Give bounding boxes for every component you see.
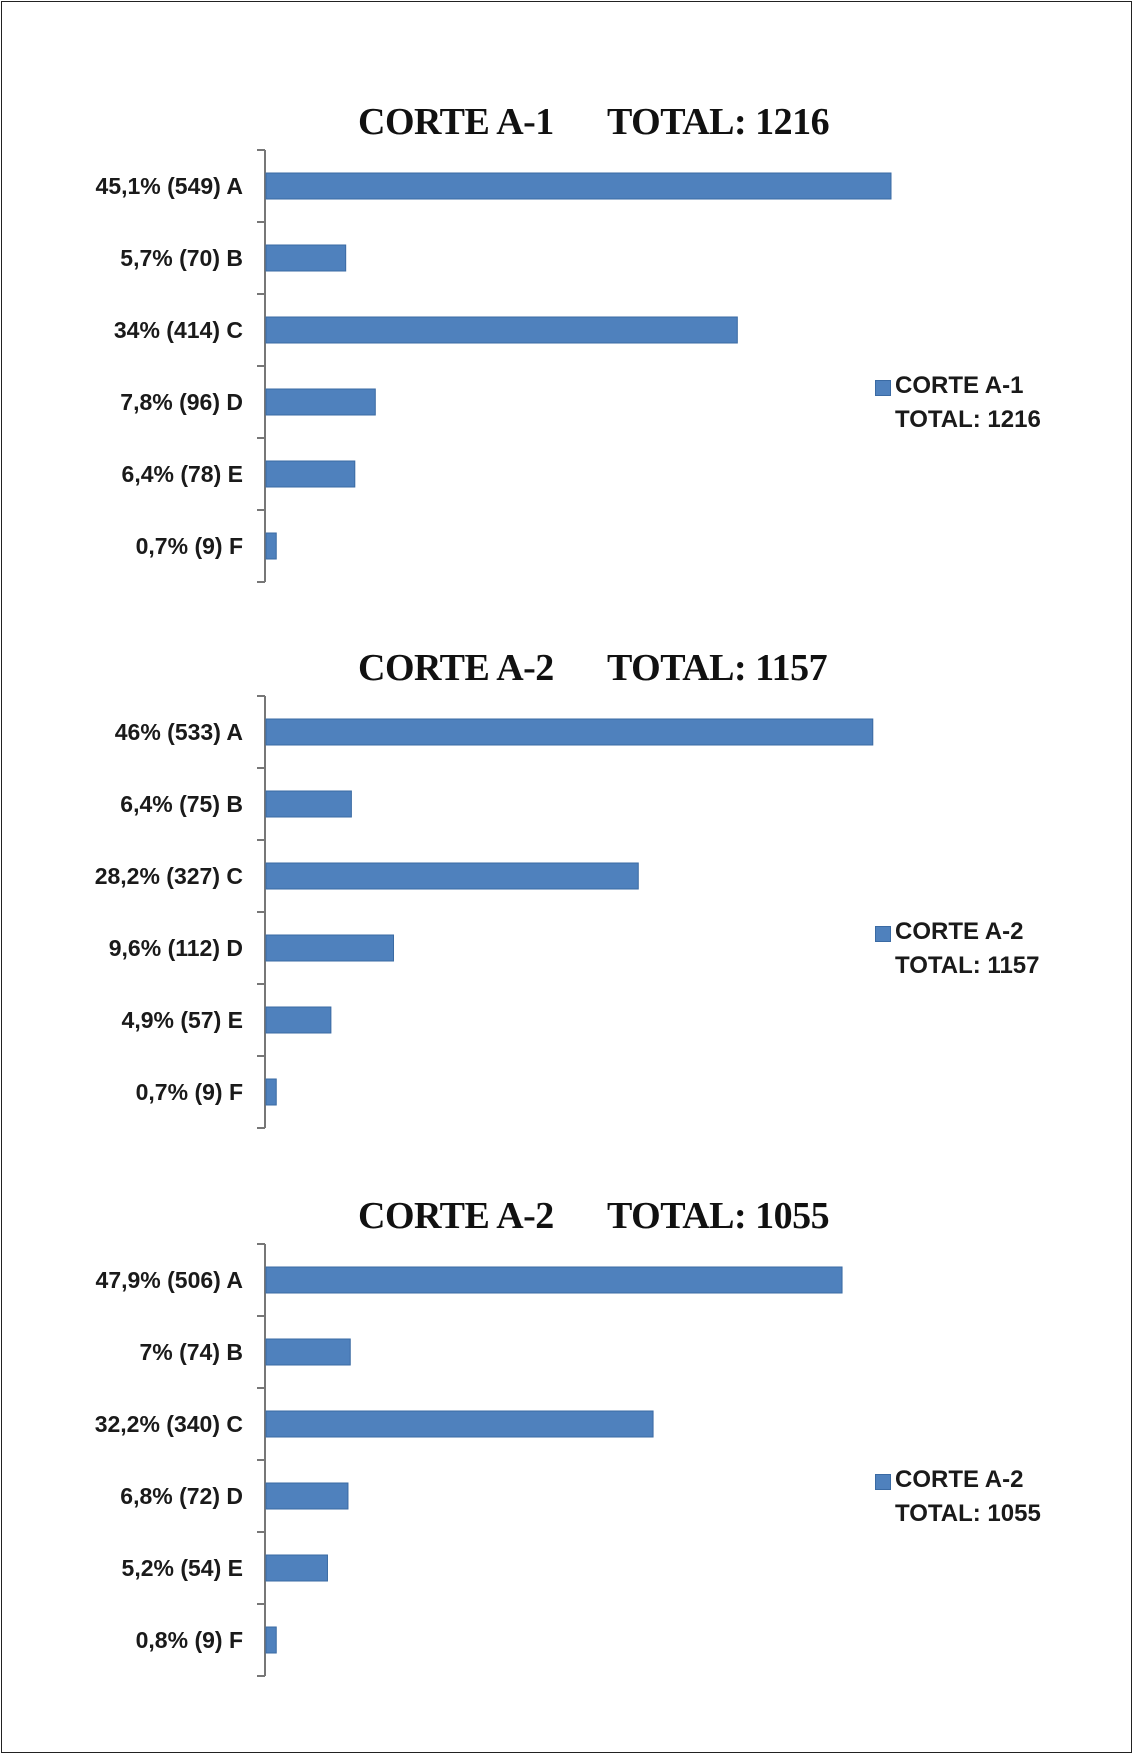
legend-series-name: CORTE A-2 [895, 918, 1024, 945]
chart-title: CORTE A-2 TOTAL: 1055 [2, 1176, 1135, 1237]
bar [265, 1266, 843, 1294]
chart-corte-a1: CORTE A-1 TOTAL: 1216 45,1% (549) A 5,7% … [2, 82, 1135, 622]
category-label: 6,4% (78) E [122, 461, 243, 487]
bar-plot: 45,1% (549) A 5,7% (70) B 34% (414) C 7,8% … [96, 149, 892, 583]
bar [265, 934, 395, 962]
legend-series-name: CORTE A-2 [895, 1466, 1024, 1493]
category-label: 28,2% (327) C [95, 863, 243, 889]
bar [265, 460, 356, 488]
chart-corte-a2: CORTE A-2 TOTAL: 1157 46% (533) A 6,4% (7… [2, 628, 1135, 1168]
category-label: 6,4% (75) B [120, 791, 243, 817]
chart-corte-a2-second: CORTE A-2 TOTAL: 1055 47,9% (506) A 7% (7… [2, 1176, 1135, 1716]
bar [265, 718, 874, 746]
legend-swatch [875, 380, 891, 396]
bar [265, 1338, 351, 1366]
bar [265, 388, 376, 416]
chart-title: CORTE A-1 TOTAL: 1216 [2, 82, 1135, 143]
legend-swatch [875, 926, 891, 942]
chart-title-total: TOTAL: 1157 [607, 647, 828, 689]
legend-series-total: TOTAL: 1216 [895, 406, 1041, 433]
bar [265, 1006, 332, 1034]
bar [265, 244, 347, 272]
bar [265, 1554, 328, 1582]
legend-series-total: TOTAL: 1055 [895, 1500, 1041, 1527]
chart-title-total: TOTAL: 1216 [607, 101, 830, 143]
category-label: 46% (533) A [115, 719, 243, 745]
chart-title-total: TOTAL: 1055 [607, 1195, 830, 1237]
bar-plot: 47,9% (506) A 7% (74) B 32,2% (340) C 6,8% … [95, 1243, 843, 1677]
category-label: 6,8% (72) D [120, 1483, 243, 1509]
category-label: 7,8% (96) D [120, 389, 243, 415]
category-label: 0,7% (9) F [136, 1079, 243, 1105]
legend-series-name: CORTE A-1 [895, 372, 1024, 399]
chart-title: CORTE A-2 TOTAL: 1157 [2, 628, 1135, 689]
bar [265, 1078, 277, 1106]
category-label: 0,7% (9) F [136, 533, 243, 559]
category-label: 34% (414) C [114, 317, 243, 343]
legend-series-total: TOTAL: 1157 [895, 952, 1040, 979]
category-label: 5,7% (70) B [120, 245, 243, 271]
bar [265, 790, 352, 818]
bar [265, 1482, 349, 1510]
chart-title-name: CORTE A-2 [358, 647, 554, 689]
category-label: 0,8% (9) F [136, 1627, 243, 1653]
category-label: 9,6% (112) D [109, 935, 243, 961]
bar [265, 862, 639, 890]
category-label: 4,9% (57) E [122, 1007, 243, 1033]
category-label: 32,2% (340) C [95, 1411, 243, 1437]
category-label: 7% (74) B [139, 1339, 243, 1365]
bar [265, 1626, 277, 1654]
bar [265, 532, 277, 560]
bar [265, 1410, 654, 1438]
category-label: 5,2% (54) E [122, 1555, 243, 1581]
legend-swatch [875, 1474, 891, 1490]
bar [265, 316, 738, 344]
bar [265, 172, 892, 200]
chart-title-name: CORTE A-2 [358, 1195, 554, 1237]
category-label: 45,1% (549) A [96, 173, 243, 199]
category-label: 47,9% (506) A [96, 1267, 243, 1293]
bar-plot: 46% (533) A 6,4% (75) B 28,2% (327) C 9,6% … [95, 695, 874, 1129]
chart-title-name: CORTE A-1 [358, 101, 554, 143]
